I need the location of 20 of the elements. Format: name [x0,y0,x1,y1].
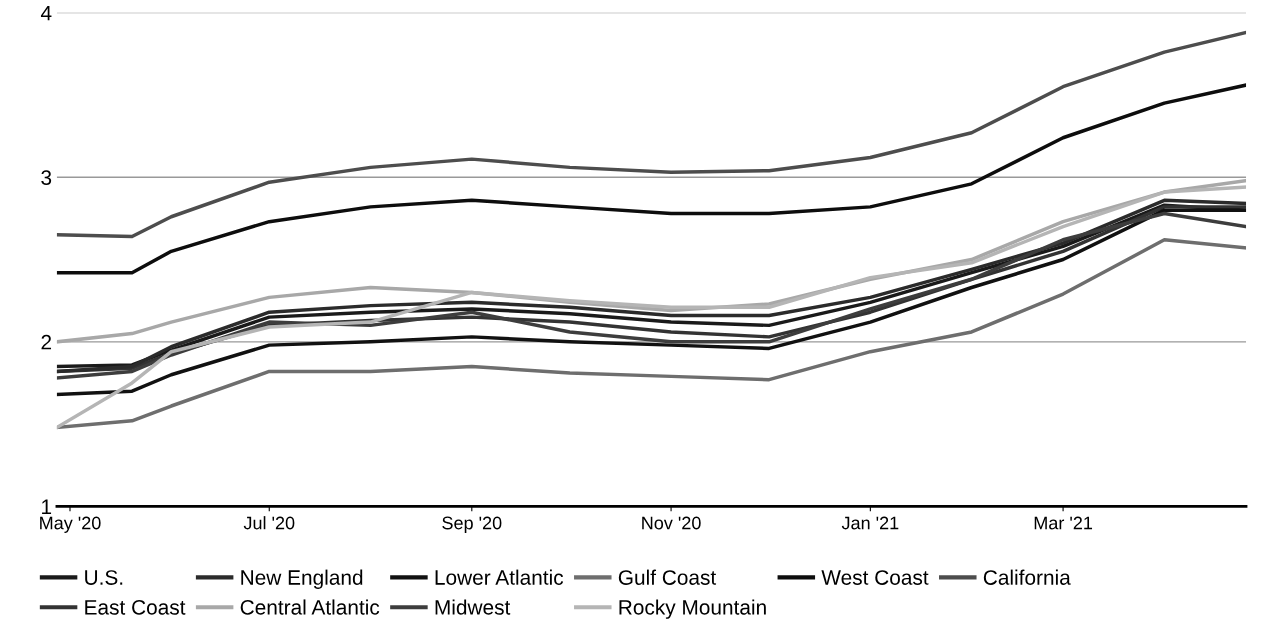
x-tick-label: May '20 [40,516,101,533]
legend-label: East Coast [85,599,186,615]
y-tick-label: 2 [41,334,52,350]
x-tick-label: Nov '20 [642,516,701,530]
legend-label: Midwest [435,599,511,615]
legend-label: Gulf Coast [618,569,717,585]
legend-label: New England [241,569,363,590]
x-tick-label: Sep '20 [442,516,502,533]
legend-label: California [983,569,1071,585]
x-tick-label: Jan '21 [841,516,899,530]
y-tick-label: 3 [41,170,52,185]
legend-label: U.S. [85,570,123,585]
legend-label: Rocky Mountain [619,599,766,619]
y-tick-label: 4 [40,5,52,21]
legend-label: Central Atlantic [240,599,380,615]
y-tick-label: 1 [42,499,52,514]
x-tick-label: Mar '21 [1034,516,1093,530]
legend-label: West Coast [821,570,929,585]
x-tick-label: Jul '20 [243,516,295,530]
legend-label: Lower Atlantic [435,569,564,585]
